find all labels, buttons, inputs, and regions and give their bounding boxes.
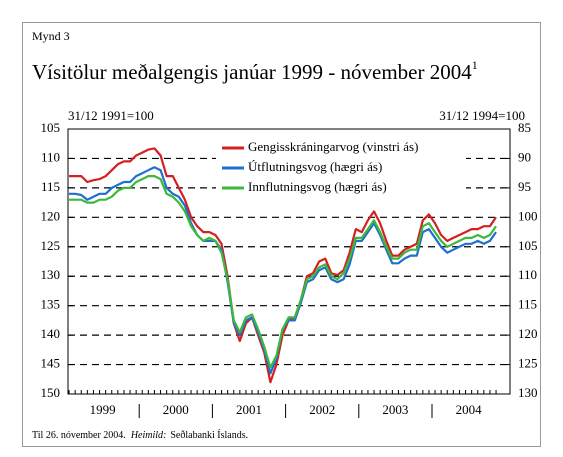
series-line [69, 175, 497, 369]
figure-label: Mynd 3 [32, 29, 70, 43]
y-tick-label: 135 [41, 297, 61, 312]
legend-label: Gengisskráningarvog (vinstri ás) [248, 139, 418, 154]
legend-box [216, 138, 466, 200]
y2-tick-label: 120 [518, 326, 538, 341]
y-tick-label: 145 [41, 356, 61, 371]
chart-title: Vísitölur meðalgengis janúar 1999 - nóve… [32, 58, 478, 84]
y-tick-label: 105 [41, 120, 61, 135]
footer: Til 26. nóvember 2004. Heimild: Seðlabanki… [32, 429, 248, 441]
legend-label: Útflutningsvog (hægri ás) [248, 159, 382, 174]
x-tick-label: 2001 [236, 402, 262, 417]
plot-frame [67, 128, 511, 395]
x-tick-label: 2000 [163, 402, 189, 417]
x-tick-label: 1999 [90, 402, 116, 417]
y2-tick-label: 95 [518, 179, 531, 194]
y2-tick-label: 125 [518, 356, 538, 371]
source: Seðlabanki Íslands. [170, 429, 248, 441]
series-line [69, 147, 497, 384]
x-tick-label: 2004 [456, 402, 483, 417]
y2-tick-label: 100 [518, 208, 538, 223]
y2-tick-label: 85 [518, 120, 531, 135]
y-tick-label: 140 [41, 326, 61, 341]
y-axis-label: 31/12 1991=100 [68, 108, 154, 123]
x-tick-label: 2003 [382, 402, 408, 417]
title-text: Vísitölur meðalgengis janúar 1999 - nóve… [32, 60, 472, 84]
frame [22, 22, 541, 447]
y2-axis-label: 31/12 1994=100 [439, 108, 525, 123]
y2-tick-label: 90 [518, 149, 531, 164]
y-tick-label: 115 [41, 179, 60, 194]
y-tick-label: 130 [41, 267, 61, 282]
y2-tick-label: 110 [518, 267, 537, 282]
y-tick-label: 125 [41, 238, 61, 253]
legend-label: Innflutningsvog (hægri ás) [248, 179, 387, 194]
y-tick-label: 110 [41, 149, 60, 164]
title-note: 1 [472, 58, 478, 72]
y2-tick-label: 115 [518, 297, 537, 312]
y2-tick-label: 105 [518, 238, 538, 253]
source-label: Heimild: [130, 430, 167, 441]
x-tick-label: 2002 [309, 402, 335, 417]
y-tick-label: 150 [41, 385, 61, 400]
y-tick-label: 120 [41, 208, 61, 223]
y2-tick-label: 130 [518, 385, 538, 400]
footnote: Til 26. nóvember 2004. [32, 430, 126, 441]
